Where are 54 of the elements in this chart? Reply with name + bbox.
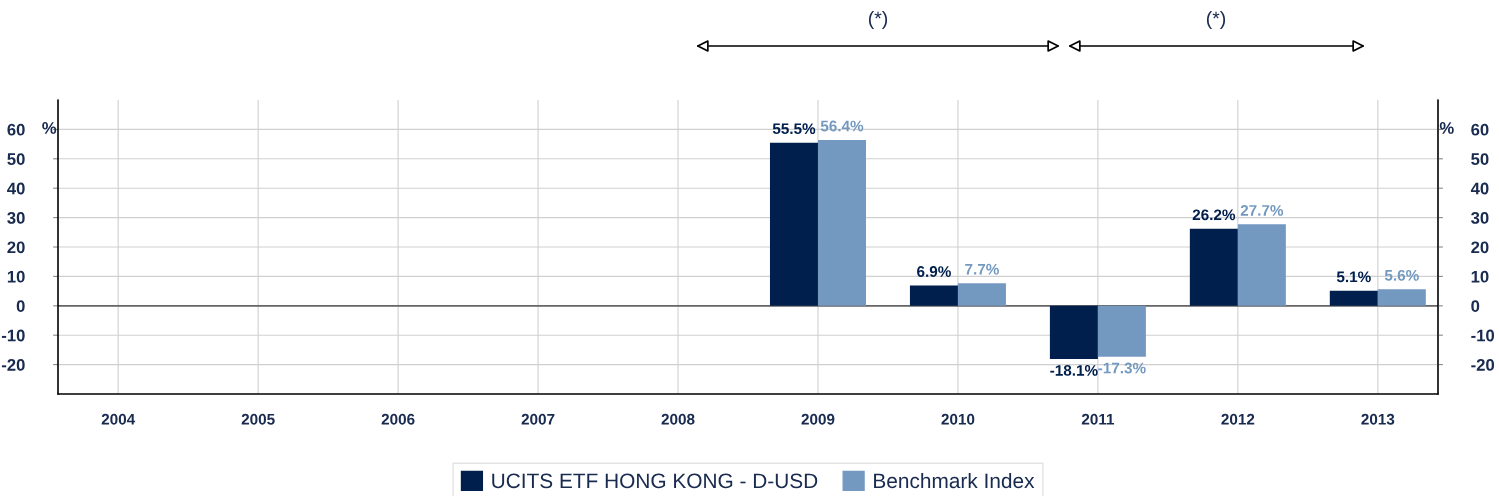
legend-label: UCITS ETF HONG KONG - D-USD	[492, 473, 818, 489]
y-tick-label: 30	[7, 212, 25, 224]
bar	[769, 142, 818, 306]
data-label: 5.6%	[1384, 269, 1419, 281]
y-tick-label: 60	[7, 123, 25, 136]
y2-tick-label: -10	[1471, 329, 1495, 342]
bar	[1097, 305, 1146, 357]
bar	[1237, 224, 1286, 306]
y-tick-label: 20	[7, 241, 25, 254]
bar	[1189, 228, 1238, 306]
data-label: -18.1%	[1050, 364, 1098, 376]
data-label: 6.9%	[917, 266, 951, 277]
y2-tick-label: 50	[1471, 153, 1489, 165]
y-tick-label: 40	[7, 182, 25, 195]
data-label: 7.7%	[965, 263, 999, 275]
y2-tick-label: 30	[1471, 212, 1489, 224]
y-axis-title: %	[42, 122, 57, 134]
x-tick-label: 2005	[241, 413, 275, 425]
bar	[909, 285, 958, 306]
text: (*)	[1206, 10, 1226, 30]
x-tick-label: 2010	[941, 413, 975, 425]
bar	[957, 283, 1006, 306]
data-label: -17.3%	[1098, 362, 1146, 374]
x-tick-label: 2006	[381, 413, 415, 425]
data-label: 55.5%	[772, 123, 816, 135]
y2-tick-label: 10	[1471, 270, 1489, 283]
x-tick-label: 2011	[1081, 413, 1115, 425]
y2-tick-label: -20	[1471, 359, 1495, 371]
y-tick-label: -10	[1, 329, 25, 342]
data-label: 5.1%	[1336, 271, 1371, 283]
data-label: 27.7%	[1240, 204, 1284, 216]
x-tick-label: 2008	[661, 413, 695, 425]
y-tick-label: -20	[1, 359, 25, 371]
x-tick-label: 2013	[1361, 413, 1395, 425]
x-tick-label: 2012	[1221, 413, 1255, 425]
y2-axis-title: %	[1439, 122, 1454, 134]
y2-tick-label: 20	[1471, 241, 1489, 254]
y2-tick-label: 60	[1471, 123, 1489, 136]
legend-label: Benchmark Index	[874, 472, 1035, 489]
text: (*)	[868, 10, 888, 30]
bar	[1329, 290, 1378, 306]
x-tick-label: 2009	[801, 413, 835, 425]
data-label: 26.2%	[1192, 209, 1236, 221]
y-tick-label: 10	[7, 270, 25, 283]
y2-tick-label: 40	[1470, 182, 1489, 195]
y2-tick-label: 0	[1471, 300, 1480, 312]
x-tick-label: 2004	[101, 413, 136, 425]
data-label: 56.4%	[820, 120, 864, 132]
bar	[1049, 305, 1098, 360]
bar	[1377, 289, 1426, 306]
y-tick-label: 0	[16, 300, 25, 312]
y-tick-label: 50	[7, 153, 25, 165]
bar	[817, 139, 866, 306]
x-tick-label: 2007	[521, 413, 555, 425]
